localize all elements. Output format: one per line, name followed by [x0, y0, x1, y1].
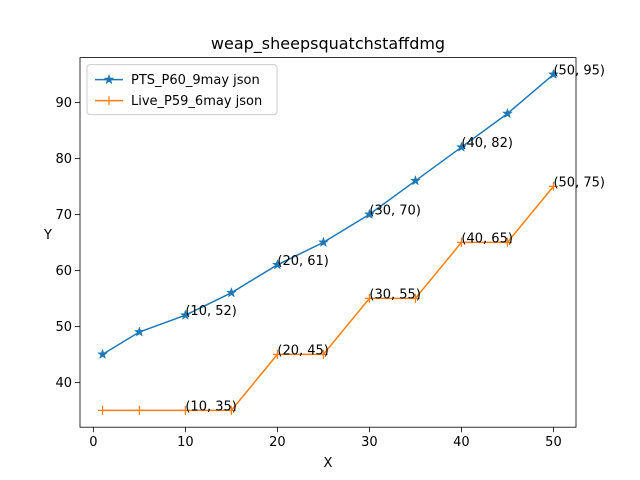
y-tick-label: 90	[55, 96, 72, 111]
x-tick-label: 30	[361, 435, 378, 450]
data-point	[363, 208, 375, 220]
y-tick-label: 40	[55, 376, 72, 391]
data-point	[548, 181, 558, 191]
data-point	[317, 236, 329, 248]
legend-marker	[104, 96, 114, 106]
legend-frame	[86, 64, 278, 116]
legend-label: PTS_P60_9may json	[131, 73, 260, 88]
x-tick-label: 40	[453, 435, 470, 450]
annotation: (50, 75)	[553, 175, 605, 190]
data-point	[456, 237, 466, 247]
legend: PTS_P60_9may json Live_P59_6may json	[86, 64, 278, 116]
legend-marker	[103, 73, 115, 85]
data-point	[97, 348, 109, 360]
annotation: (30, 70)	[369, 203, 421, 218]
plot-frame	[79, 57, 577, 428]
annotation: (20, 61)	[277, 254, 329, 269]
data-point	[364, 293, 374, 303]
data-point	[98, 405, 108, 415]
data-point	[409, 175, 421, 186]
data-point	[501, 107, 513, 119]
annotation: (20, 45)	[277, 343, 329, 358]
data-point	[547, 68, 559, 80]
data-point	[180, 405, 190, 415]
data-point	[225, 287, 237, 298]
x-tick-label: 0	[89, 435, 97, 450]
y-tick-label: 50	[55, 320, 72, 335]
annotation: (50, 95)	[553, 63, 605, 78]
data-point	[272, 349, 282, 359]
x-tick-label: 10	[177, 435, 194, 450]
data-point	[179, 309, 191, 320]
data-point	[226, 405, 236, 415]
data-point	[502, 237, 512, 247]
data-point	[455, 141, 467, 152]
x-axis-label: X	[324, 456, 333, 471]
annotation: (10, 52)	[185, 304, 237, 319]
x-tick-label: 20	[269, 435, 286, 450]
y-axis-label: Y	[43, 228, 52, 243]
data-point	[134, 405, 144, 415]
annotation: (40, 65)	[461, 231, 512, 246]
y-tick-label: 70	[55, 208, 72, 223]
legend-label: Live_P59_6may json	[131, 94, 262, 109]
annotation: (40, 82)	[461, 136, 512, 151]
data-point	[133, 326, 145, 337]
annotation: (10, 35)	[185, 399, 237, 414]
annotation: (30, 55)	[369, 287, 421, 302]
y-tick-label: 80	[55, 152, 72, 167]
data-point	[271, 259, 283, 270]
data-point	[318, 349, 328, 359]
x-tick-label: 50	[545, 435, 562, 450]
chart-title: weap_sheepsquatchstaffdmg	[211, 34, 445, 54]
y-tick-label: 60	[55, 264, 72, 279]
data-point	[410, 293, 420, 303]
